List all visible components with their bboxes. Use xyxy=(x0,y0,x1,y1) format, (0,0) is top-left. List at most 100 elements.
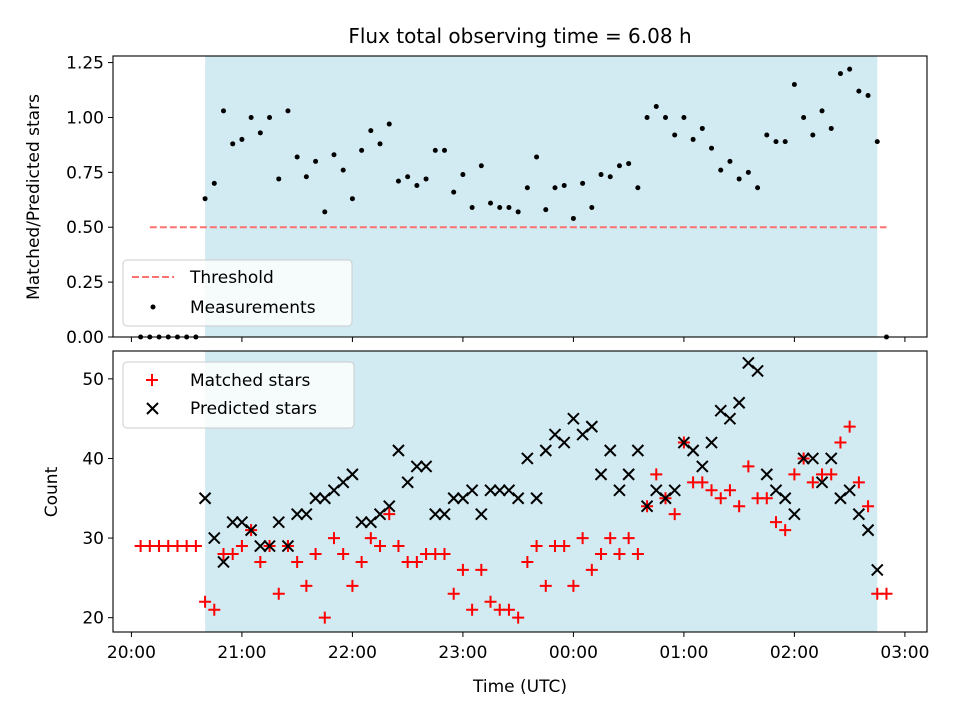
measurement-point xyxy=(745,169,751,175)
predicted-legend-swatch xyxy=(146,402,159,415)
measurement-point xyxy=(524,185,530,191)
matched-star-point xyxy=(862,500,875,513)
matched-star-point xyxy=(650,468,663,481)
measurement-point xyxy=(598,172,604,178)
measurement-point xyxy=(727,158,733,164)
top-axes-frame xyxy=(112,55,928,338)
predicted-star-point xyxy=(198,492,212,505)
matched-star-point xyxy=(512,611,525,624)
measurement-point xyxy=(847,66,853,72)
top-y-axis: 0.00 0.25 0.50 0.75 1.00 1.25 xyxy=(66,54,113,348)
matched-star-point xyxy=(364,532,377,545)
measurement-point xyxy=(220,108,226,114)
predicted-star-point xyxy=(613,484,626,497)
predicted-star-point xyxy=(668,484,681,497)
measurement-point xyxy=(837,71,843,77)
matched-star-point xyxy=(733,500,746,513)
measurement-point xyxy=(662,114,668,120)
measurement-point xyxy=(635,185,641,191)
predicted-star-point xyxy=(825,452,838,465)
measurement-point xyxy=(488,200,494,206)
y-tick-label: 0.75 xyxy=(66,163,104,183)
measurement-point xyxy=(589,204,595,210)
matched-star-point xyxy=(530,540,543,553)
measurement-point xyxy=(856,88,862,94)
measurement-point xyxy=(451,189,457,195)
measurement-point xyxy=(543,207,549,213)
matched-star-point xyxy=(199,595,212,608)
measurement-point xyxy=(267,114,273,120)
matched-star-point xyxy=(742,460,755,473)
matched-star-point xyxy=(438,547,451,560)
measurement-point xyxy=(782,139,788,145)
predicted-star-point xyxy=(226,515,239,529)
predicted-star-point xyxy=(217,555,230,569)
matched-star-point xyxy=(825,468,838,481)
matched-star-point xyxy=(852,476,865,489)
measurement-point xyxy=(211,180,217,186)
predicted-star-point xyxy=(815,476,829,489)
matched-star-point xyxy=(309,547,322,560)
matched-star-point xyxy=(788,468,801,481)
predicted-star-point xyxy=(383,500,396,513)
matched-star-point xyxy=(880,587,893,600)
measurement-point xyxy=(414,183,420,189)
measurement-point xyxy=(405,174,411,180)
measurement-point xyxy=(874,139,880,145)
top-y-axis-label: Matched/Predicted stars xyxy=(24,94,44,300)
matched-star-point xyxy=(410,555,423,568)
predicted-star-point xyxy=(355,515,368,529)
matched-legend-label: Matched stars xyxy=(190,371,310,391)
measurement-point xyxy=(497,204,503,210)
top-legend: Threshold Measurements xyxy=(122,259,353,327)
x-tick-label: 02:00 xyxy=(770,643,819,663)
predicted-star-point xyxy=(567,412,580,425)
measurement-point xyxy=(791,82,797,88)
top-x-ticks xyxy=(130,337,906,342)
predicted-star-point xyxy=(686,444,700,457)
matched-star-point xyxy=(466,603,479,616)
y-tick-label: 0.25 xyxy=(66,273,104,293)
y-tick-label: 0.50 xyxy=(66,218,104,238)
measurement-point xyxy=(248,114,254,120)
top-legend-box xyxy=(122,259,353,327)
measurement-point xyxy=(368,128,374,134)
matched-star-point xyxy=(779,524,792,537)
predicted-star-point xyxy=(272,515,285,529)
matched-legend-swatch xyxy=(146,374,158,386)
matched-star-point xyxy=(374,540,387,553)
measurement-point xyxy=(377,141,383,147)
measurement-point xyxy=(718,167,724,173)
predicted-star-point xyxy=(705,436,718,449)
y-tick-label: 1.00 xyxy=(66,108,104,128)
y-tick-label: 20 xyxy=(82,609,104,629)
predicted-star-point xyxy=(585,420,599,433)
predicted-star-point xyxy=(594,468,608,481)
measurement-point xyxy=(469,204,475,210)
measurement-point xyxy=(607,174,613,180)
matched-star-point xyxy=(723,484,736,497)
threshold-legend-label: Threshold xyxy=(189,268,274,288)
predicted-star-point xyxy=(797,452,810,465)
matched-star-point xyxy=(291,555,304,568)
predicted-star-point xyxy=(871,563,884,577)
predicted-star-point xyxy=(254,539,267,553)
measurement-point xyxy=(322,209,328,215)
matched-star-point xyxy=(539,579,552,592)
predicted-star-point xyxy=(778,492,792,505)
measurement-point xyxy=(202,196,208,202)
measurement-point xyxy=(515,209,521,215)
predicted-star-point xyxy=(521,452,534,465)
predicted-star-point xyxy=(429,507,442,521)
matched-star-point xyxy=(337,547,350,560)
measurement-point xyxy=(359,147,365,153)
matched-stars-points xyxy=(134,420,893,624)
matched-star-point xyxy=(254,555,267,568)
matched-star-point xyxy=(604,532,617,545)
matched-star-point xyxy=(447,587,460,600)
matched-star-point xyxy=(668,508,681,521)
predicted-star-point xyxy=(640,500,654,513)
matched-star-point xyxy=(769,516,782,529)
y-tick-label: 50 xyxy=(82,370,104,390)
